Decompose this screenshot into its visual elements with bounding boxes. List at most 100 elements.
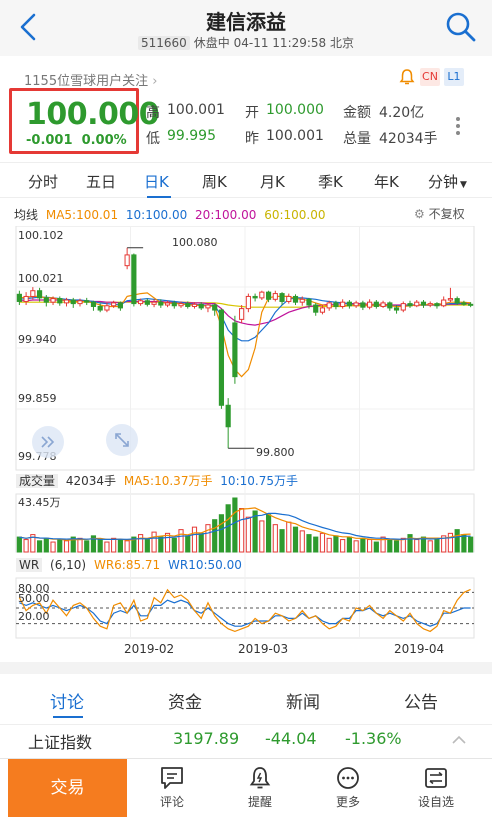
tab-monthly-k[interactable]: 月K <box>260 171 285 192</box>
expand-chart-icon[interactable] <box>32 426 64 458</box>
candle-body <box>334 303 338 307</box>
alert-button[interactable]: 提醒 <box>230 765 290 810</box>
volume-bar <box>287 522 291 552</box>
search-icon[interactable] <box>444 10 478 44</box>
tab-news[interactable]: 新闻 <box>286 688 320 713</box>
more-icon <box>335 765 361 791</box>
active-tab-indicator <box>147 196 171 198</box>
candle-body <box>462 303 466 304</box>
index-name: 上证指数 <box>28 729 92 753</box>
volume-bar <box>219 515 223 552</box>
period-tabs: 分时 五日 日K 周K 月K 季K 年K 分钟 ▼ <box>0 162 492 198</box>
section-divider <box>0 662 492 674</box>
tab-intraday[interactable]: 分时 <box>28 171 58 192</box>
volume-bar <box>159 537 163 552</box>
bell-alert-icon[interactable] <box>398 68 416 86</box>
volume-bar <box>273 525 277 552</box>
followers-text: 1155位雪球用户关注 <box>24 74 148 89</box>
volume-bar <box>37 541 41 552</box>
prev-close-label: 昨 <box>245 128 259 148</box>
volume-bar <box>266 515 270 552</box>
volume-bar <box>334 536 338 552</box>
low-label: 低 <box>146 128 160 148</box>
candle-body <box>361 303 365 307</box>
followers-link[interactable]: 1155位雪球用户关注 › <box>24 70 157 89</box>
candle-body <box>58 299 62 303</box>
volume-bar <box>213 520 217 552</box>
candle-body <box>71 300 75 304</box>
volume-legend-value: 42034手 <box>66 474 116 488</box>
candle-body <box>145 301 149 305</box>
tab-five-day[interactable]: 五日 <box>86 171 116 192</box>
volume-bar <box>347 537 351 552</box>
candle-body <box>307 299 311 305</box>
volume-bar <box>145 540 149 552</box>
volume-bar <box>44 538 48 552</box>
ma20-value: 20:100.00 <box>195 208 256 222</box>
candle-body <box>98 306 102 310</box>
index-change: -44.04 <box>265 729 317 748</box>
candle-body <box>78 301 82 304</box>
chevron-up-icon[interactable] <box>452 735 466 745</box>
candle-body <box>240 309 244 320</box>
tab-daily-k[interactable]: 日K <box>144 171 169 192</box>
comment-button[interactable]: 评论 <box>142 765 202 810</box>
volume-bar <box>253 511 257 552</box>
high-mark-label: 100.080 <box>172 236 218 249</box>
adjust-toggle[interactable]: ⚙ 不复权 <box>414 205 465 222</box>
price-tick-label: 99.940 <box>18 333 57 346</box>
wr-legend-label: WR <box>16 558 42 572</box>
tab-quarterly-k[interactable]: 季K <box>318 171 343 192</box>
tab-weekly-k[interactable]: 周K <box>202 171 227 192</box>
volume-max-label: 43.45万 <box>18 494 61 510</box>
candle-body <box>17 294 21 301</box>
tab-announcements[interactable]: 公告 <box>404 688 438 713</box>
volume-bar <box>240 509 244 552</box>
top-nav-bar: 建信添益 511660 休盘中 04-11 11:29:58 北京 <box>0 0 492 56</box>
candle-body <box>246 296 250 308</box>
volume-label: 总量 <box>343 128 371 148</box>
volume-bar <box>139 535 143 552</box>
volume-bar <box>64 541 68 552</box>
ma10-value: 10:100.00 <box>126 208 187 222</box>
market-status-text: 休盘中 04-11 11:29:58 北京 <box>194 36 354 50</box>
wr-tick-label: 20.00 <box>18 610 50 623</box>
volume-bar <box>462 535 466 552</box>
more-dots-icon[interactable] <box>452 114 464 140</box>
tab-minute[interactable]: 分钟 ▼ <box>428 171 467 192</box>
candle-body <box>273 294 277 300</box>
candle-body <box>64 300 68 303</box>
volume-bar <box>374 542 378 552</box>
ma-legend: 均线 MA5:100.01 10:100.00 20:100.00 60:100… <box>14 206 330 223</box>
comment-icon <box>159 765 185 791</box>
candle-body <box>226 405 230 426</box>
volume-ma5: MA5:10.37万手 <box>124 474 213 488</box>
level1-tag: L1 <box>444 68 464 86</box>
volume-bar <box>368 540 372 552</box>
candle-body <box>374 302 378 306</box>
volume-bar <box>17 537 21 552</box>
watchlist-settings-icon <box>423 765 449 791</box>
kline-chart[interactable] <box>0 226 492 662</box>
price-tick-label: 100.021 <box>18 272 64 285</box>
tab-funds[interactable]: 资金 <box>168 688 202 713</box>
ma-label: 均线 <box>14 208 38 222</box>
volume-bar <box>320 533 324 552</box>
more-button[interactable]: 更多 <box>318 765 378 810</box>
watchlist-button[interactable]: 设自选 <box>406 765 466 810</box>
fullscreen-icon[interactable] <box>106 424 138 456</box>
trade-button[interactable]: 交易 <box>8 759 127 817</box>
volume-bar <box>192 527 196 552</box>
candle-body <box>233 323 237 377</box>
candle-body <box>44 298 48 302</box>
candle-body <box>159 302 163 305</box>
candle-body <box>469 304 473 305</box>
price-tick-label: 99.859 <box>18 392 57 405</box>
index-ticker-row[interactable]: 上证指数 3197.89 -44.04 -1.36% <box>0 724 492 756</box>
tab-discussion[interactable]: 讨论 <box>50 688 84 713</box>
volume-bar <box>58 540 62 552</box>
wr-legend: WR (6,10) WR6:85.71 WR10:50.00 <box>16 558 242 572</box>
candle-body <box>415 302 419 306</box>
price-change: -0.001 0.00% <box>26 133 127 148</box>
tab-yearly-k[interactable]: 年K <box>374 171 399 192</box>
